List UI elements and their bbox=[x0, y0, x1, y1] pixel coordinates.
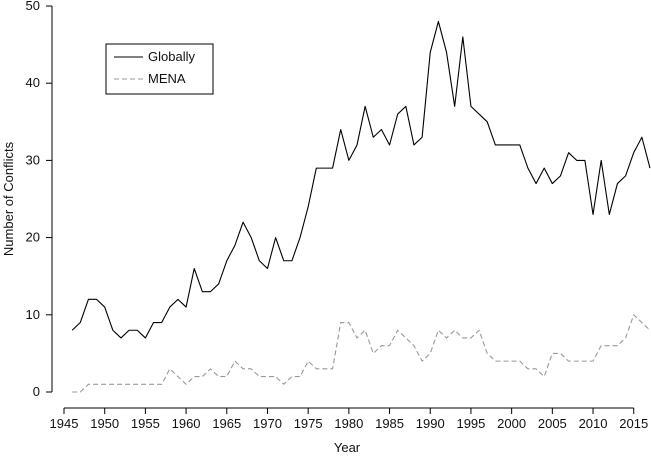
x-tick-label: 1980 bbox=[334, 416, 363, 431]
x-tick-label: 1945 bbox=[50, 416, 79, 431]
x-tick-label: 1990 bbox=[416, 416, 445, 431]
y-axis-ticks: 0 10 20 30 40 50 bbox=[26, 0, 52, 399]
x-tick-label: 1955 bbox=[131, 416, 160, 431]
legend-label-mena: MENA bbox=[148, 71, 186, 86]
legend: Globally MENA bbox=[105, 43, 214, 95]
y-tick-label: 40 bbox=[26, 75, 40, 90]
x-tick-label: 1995 bbox=[456, 416, 485, 431]
y-tick-label: 10 bbox=[26, 307, 40, 322]
x-tick-label: 1965 bbox=[212, 416, 241, 431]
x-tick-label: 2000 bbox=[497, 416, 526, 431]
y-tick-label: 0 bbox=[33, 384, 40, 399]
y-axis-title: Number of Conflicts bbox=[1, 141, 16, 256]
x-tick-label: 1975 bbox=[294, 416, 323, 431]
x-tick-label: 2010 bbox=[579, 416, 608, 431]
x-tick-label: 2005 bbox=[538, 416, 567, 431]
x-tick-label: 1950 bbox=[90, 416, 119, 431]
x-axis-ticks: 1945 1950 1955 1960 1965 1970 1975 1980 1985 1990… bbox=[50, 408, 648, 431]
y-tick-label: 30 bbox=[26, 152, 40, 167]
x-tick-label: 1985 bbox=[375, 416, 404, 431]
y-tick-label: 20 bbox=[26, 230, 40, 245]
legend-box bbox=[105, 43, 214, 95]
x-axis-title: Year bbox=[334, 440, 361, 455]
x-tick-label: 1960 bbox=[172, 416, 201, 431]
series-line-globally bbox=[71, 20, 651, 339]
y-tick-label: 50 bbox=[26, 0, 40, 13]
x-tick-label: 2015 bbox=[619, 416, 648, 431]
x-tick-label: 1970 bbox=[253, 416, 282, 431]
series-line-mena bbox=[72, 314, 651, 393]
series-layer bbox=[71, 20, 651, 393]
plot-area: 0 10 20 30 40 50 1945 1950 1955 1960 1965 1970 1975… bbox=[26, 0, 651, 431]
legend-label-globally: Globally bbox=[148, 49, 195, 64]
